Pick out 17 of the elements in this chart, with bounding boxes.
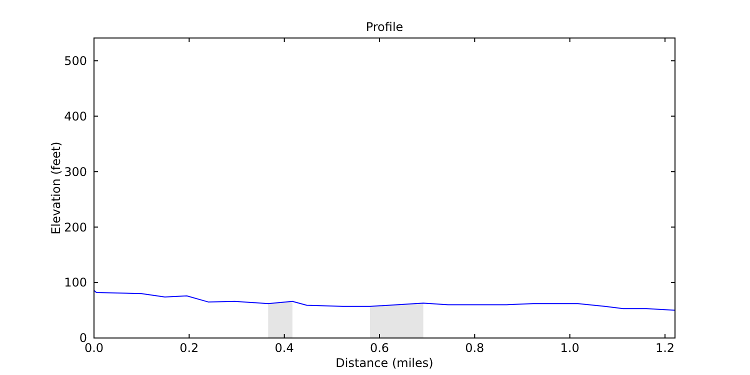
x-tick-label: 0.0: [84, 341, 104, 355]
x-tick-label: 0.4: [274, 341, 294, 355]
x-tick-label: 0.8: [465, 341, 484, 355]
x-axis-title: Distance (miles): [336, 356, 434, 370]
y-tick-label: 300: [64, 164, 87, 179]
y-tick-label: 0: [79, 331, 87, 346]
y-tick-label: 200: [64, 220, 87, 234]
x-tick-label: 0.6: [370, 341, 390, 355]
x-tick-label: 1.0: [560, 341, 580, 355]
y-axis-title: Elevation (feet): [49, 142, 63, 234]
y-tick-label: 400: [64, 109, 87, 124]
y-tick-label: 100: [64, 276, 87, 290]
x-tick-label: 1.2: [655, 341, 675, 355]
y-tick-label: 500: [64, 54, 87, 68]
chart-title: Profile: [366, 20, 404, 34]
line-series: [94, 290, 675, 311]
x-tick-label: 0.2: [180, 341, 199, 355]
